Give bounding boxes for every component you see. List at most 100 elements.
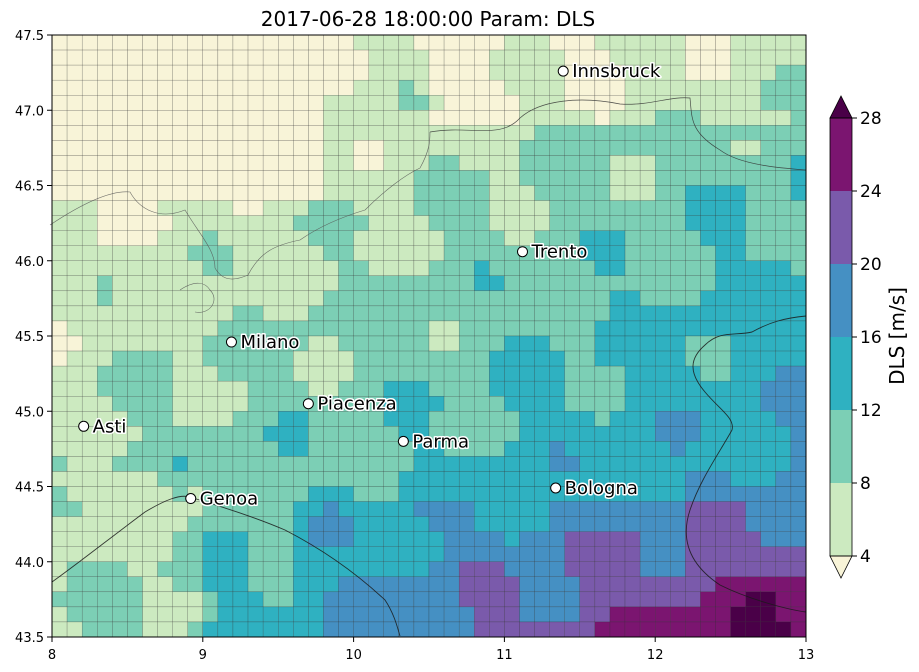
grid-cell: [564, 320, 580, 337]
grid-cell: [262, 155, 279, 171]
grid-cell: [609, 275, 626, 292]
city-dot: [78, 420, 90, 432]
grid-cell: [157, 49, 173, 66]
grid-cell: [474, 64, 490, 81]
grid-cell: [202, 396, 219, 412]
grid-cell: [172, 531, 188, 547]
grid-cell: [127, 365, 143, 382]
grid-cell: [112, 275, 128, 292]
grid-cell: [172, 155, 188, 171]
grid-cell: [247, 411, 264, 427]
grid-cell: [368, 155, 384, 171]
grid-cell: [519, 335, 535, 352]
grid-cell: [278, 380, 294, 397]
grid-cell: [66, 95, 83, 111]
grid-cell: [730, 606, 746, 623]
grid-cell: [232, 79, 249, 96]
grid-cell: [730, 516, 746, 532]
grid-cell: [609, 456, 626, 472]
grid-cell: [81, 501, 98, 517]
grid-cell: [790, 170, 807, 186]
grid-cell: [790, 290, 807, 307]
grid-cell: [790, 621, 807, 638]
grid-cell: [368, 365, 384, 382]
grid-cell: [338, 34, 354, 51]
grid-cell: [353, 350, 369, 367]
grid-cell: [639, 606, 656, 623]
grid-cell: [187, 365, 203, 382]
grid-cell: [534, 185, 550, 201]
grid-cell: [97, 140, 113, 156]
grid-cell: [142, 170, 158, 186]
grid-cell: [202, 110, 219, 126]
grid-cell: [127, 275, 143, 292]
grid-cell: [609, 110, 626, 126]
grid-cell: [443, 531, 460, 547]
grid-cell: [413, 260, 430, 276]
grid-cell: [278, 155, 294, 171]
grid-cell: [293, 350, 309, 367]
grid-cell: [413, 125, 430, 141]
grid-cell: [97, 335, 113, 352]
grid-cell: [594, 441, 611, 457]
grid-cell: [428, 365, 445, 382]
grid-cell: [730, 591, 746, 608]
grid-cell: [534, 501, 550, 517]
grid-cell: [142, 411, 158, 427]
grid-cell: [383, 486, 400, 502]
grid-cell: [112, 576, 128, 593]
grid-cell: [745, 411, 761, 427]
grid-cell: [232, 426, 249, 442]
grid-cell: [790, 531, 807, 547]
grid-cell: [504, 471, 520, 487]
grid-cell: [398, 230, 415, 246]
grid-cell: [760, 170, 777, 186]
grid-cell: [458, 516, 475, 532]
grid-cell: [262, 305, 279, 322]
grid-cell: [262, 426, 279, 442]
grid-cell: [142, 365, 158, 382]
grid-cell: [745, 79, 761, 96]
grid-cell: [609, 621, 626, 638]
grid-cell: [398, 561, 415, 577]
grid-cell: [700, 621, 716, 638]
grid-cell: [157, 95, 173, 111]
grid-cell: [519, 125, 535, 141]
grid-cell: [51, 64, 68, 81]
grid-cell: [474, 546, 490, 562]
grid-cell: [368, 335, 384, 352]
grid-cell: [458, 501, 475, 517]
city-label: Trento: [530, 242, 587, 263]
grid-cell: [504, 320, 520, 337]
grid-cell: [353, 215, 369, 231]
grid-cell: [685, 576, 701, 593]
grid-cell: [489, 140, 505, 156]
grid-cell: [655, 185, 671, 201]
grid-cell: [217, 95, 234, 111]
grid-cell: [428, 621, 445, 638]
grid-cell: [308, 456, 324, 472]
grid-cell: [51, 396, 68, 412]
grid-cell: [730, 501, 746, 517]
grid-cell: [353, 95, 369, 111]
grid-cell: [443, 170, 460, 186]
grid-cell: [730, 260, 746, 276]
grid-cell: [66, 275, 83, 292]
grid-cell: [262, 49, 279, 66]
grid-cell: [489, 365, 505, 382]
grid-cell: [715, 531, 731, 547]
grid-cell: [685, 260, 701, 276]
grid-cell: [262, 125, 279, 141]
grid-cell: [157, 320, 173, 337]
grid-cell: [730, 79, 746, 96]
grid-cell: [112, 335, 128, 352]
grid-cell: [232, 576, 249, 593]
grid-cell: [127, 260, 143, 276]
grid-cell: [112, 606, 128, 623]
grid-cell: [745, 426, 761, 442]
grid-cell: [549, 546, 565, 562]
grid-cell: [474, 411, 490, 427]
grid-cell: [474, 606, 490, 623]
grid-cell: [262, 110, 279, 126]
grid-cell: [142, 335, 158, 352]
